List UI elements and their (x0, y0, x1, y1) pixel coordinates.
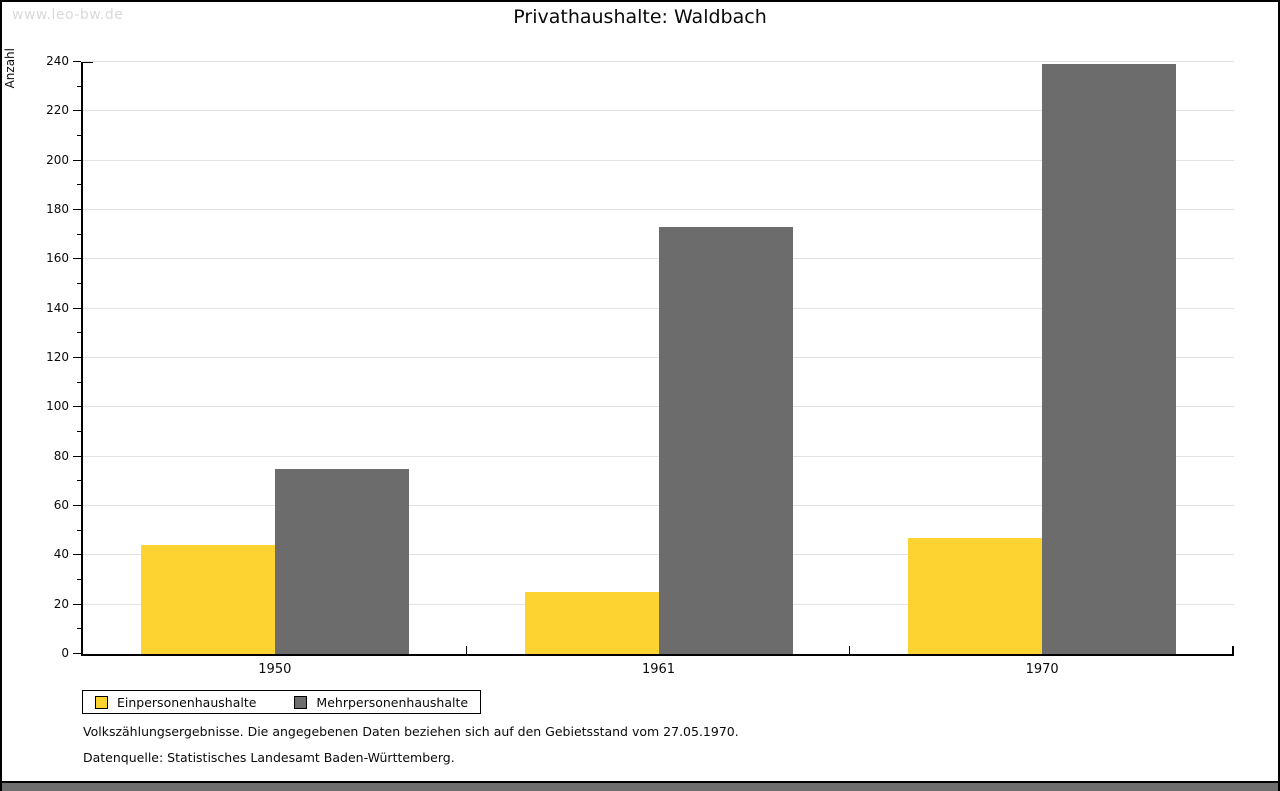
y-tick-label: 160 (46, 251, 69, 266)
y-minor-tick (77, 529, 81, 531)
y-tick-label: 80 (53, 448, 69, 463)
plot-area: 0 20 40 60 80 100 120 140 160 180 200 220 240 1950 196… (46, 54, 1234, 677)
y-axis-top-tick (83, 62, 93, 63)
x-boundary-tick (465, 646, 467, 654)
legend-item-mehrpersonenhaushalte: Mehrpersonenhaushalte (294, 695, 468, 710)
y-major-tick (73, 209, 81, 210)
y-major-tick (73, 110, 81, 112)
bar-1950-einpersonenhaushalte (140, 545, 275, 654)
footnote-gebietsstand: Volkszählungsergebnisse. Die angegebenen… (83, 724, 739, 739)
y-minor-tick (77, 579, 81, 580)
y-minor-tick (77, 480, 81, 482)
y-major-tick (73, 61, 81, 62)
legend-item-einpersonenhaushalte: Einpersonenhaushalte (95, 695, 256, 710)
y-major-tick (73, 357, 81, 358)
y-tick-label: 220 (46, 103, 69, 118)
footnote-datenquelle: Datenquelle: Statistisches Landesamt Bad… (83, 750, 455, 765)
watermark: www.leo-bw.de (12, 7, 124, 23)
legend-label-einpersonenhaushalte: Einpersonenhaushalte (117, 694, 257, 710)
y-minor-tick (77, 628, 81, 630)
y-tick-label: 240 (46, 54, 69, 68)
bar-1950-mehrpersonenhaushalte (274, 469, 409, 654)
legend: Einpersonenhaushalte Mehrpersonenhaushal… (82, 690, 482, 714)
legend-swatch-einpersonenhaushalte (95, 695, 108, 709)
y-tick-label: 20 (53, 596, 69, 611)
y-minor-tick (77, 135, 81, 136)
legend-swatch-mehrpersonenhaushalte (294, 695, 308, 709)
y-minor-tick (77, 85, 81, 87)
gridline (83, 209, 1234, 210)
x-category-label-1950: 1950 (258, 662, 292, 677)
gridline (83, 61, 1234, 62)
y-tick-label: 200 (46, 152, 69, 167)
x-axis-end-tick (1232, 646, 1234, 654)
y-major-tick (73, 603, 81, 605)
y-minor-tick (77, 184, 81, 186)
y-minor-tick (77, 332, 81, 334)
bar-1961-einpersonenhaushalte (524, 592, 659, 654)
chart-title: Privathaushalte: Waldbach (513, 6, 767, 28)
y-major-tick (73, 455, 81, 457)
y-major-tick (73, 258, 81, 260)
y-tick-label: 40 (53, 547, 69, 562)
y-minor-tick (77, 431, 81, 432)
gridline (83, 110, 1234, 112)
y-axis-label: Anzahl (3, 48, 17, 89)
gridline (83, 159, 1234, 161)
y-major-tick (73, 554, 81, 556)
y-minor-tick (77, 233, 81, 235)
y-tick-label: 60 (53, 498, 69, 512)
x-category-label-1970: 1970 (1025, 662, 1059, 677)
y-major-tick (73, 653, 81, 654)
y-minor-tick (77, 283, 81, 284)
y-tick-label: 180 (46, 202, 69, 216)
bottom-bar (2, 781, 1278, 791)
y-tick-label: 0 (61, 646, 69, 660)
y-tick-label: 120 (46, 350, 69, 364)
y-major-tick (73, 406, 81, 408)
y-major-tick (73, 307, 81, 309)
y-tick-label: 140 (46, 300, 69, 315)
x-category-label-1961: 1961 (641, 662, 676, 677)
x-boundary-tick (849, 646, 851, 654)
legend-label-mehrpersonenhaushalte: Mehrpersonenhaushalte (316, 694, 469, 710)
y-major-tick (73, 159, 81, 161)
bar-1970-einpersonenhaushalte (908, 538, 1043, 654)
y-tick-label: 100 (46, 399, 69, 414)
y-minor-tick (77, 381, 81, 383)
y-major-tick (73, 505, 81, 506)
bar-1961-mehrpersonenhaushalte (658, 227, 793, 654)
bar-1970-mehrpersonenhaushalte (1042, 64, 1177, 654)
